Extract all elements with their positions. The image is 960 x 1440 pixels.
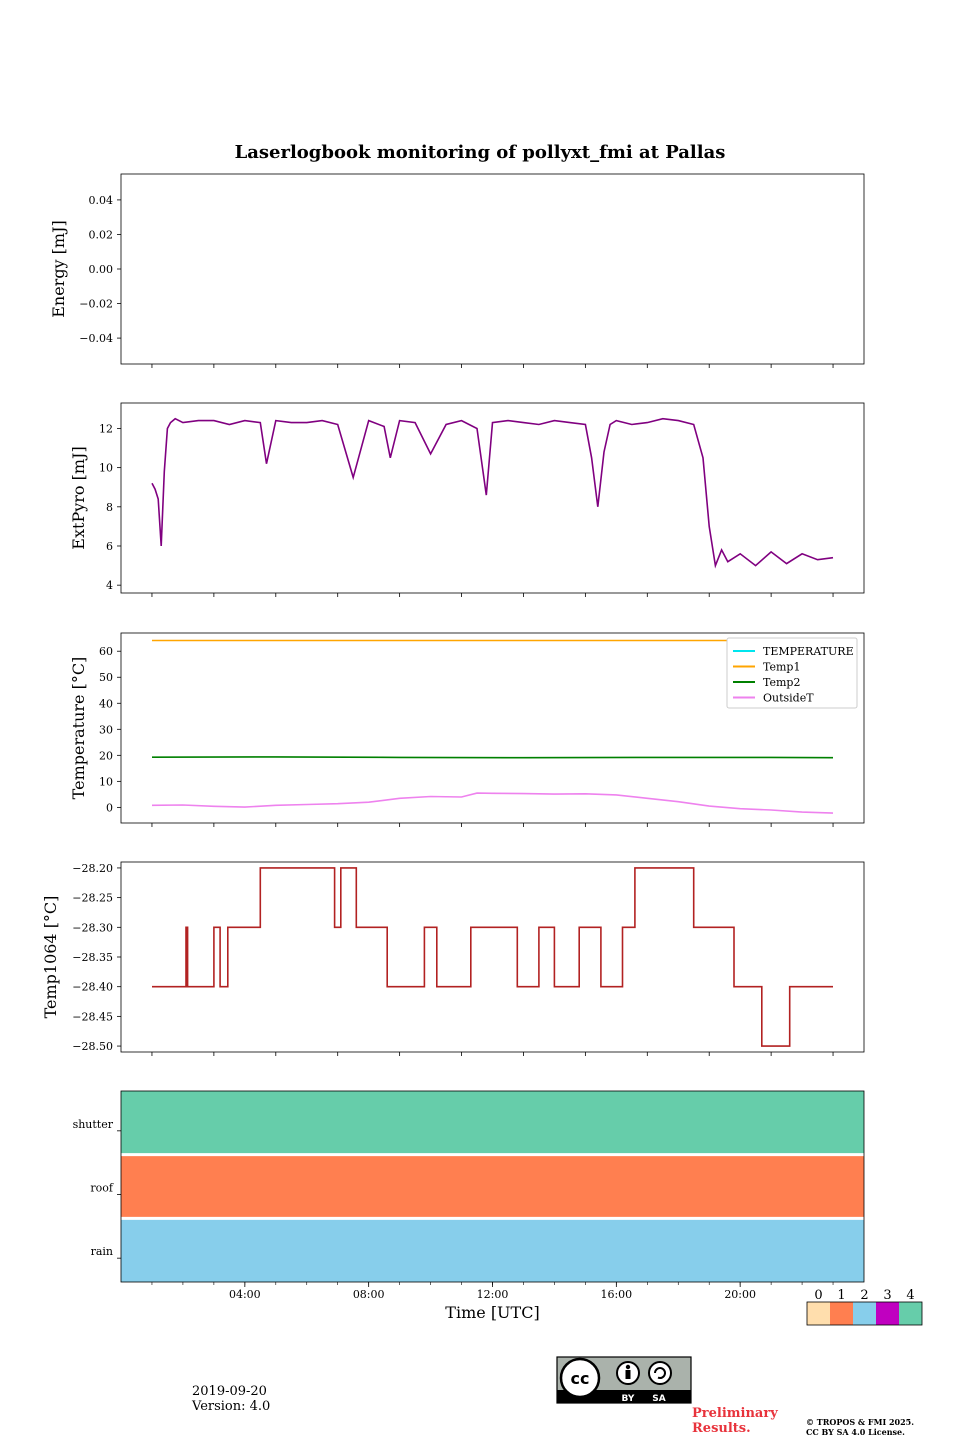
status-band-shutter bbox=[121, 1091, 864, 1155]
colorbar-cell-0 bbox=[807, 1302, 830, 1325]
date-version-block: 2019-09-20 Version: 4.0 bbox=[192, 1384, 270, 1414]
colorbar-tick-label: 4 bbox=[906, 1288, 914, 1303]
series-extpyro bbox=[151, 417, 834, 569]
status-label-roof: roof bbox=[90, 1182, 114, 1195]
legend-box bbox=[726, 637, 858, 709]
colorbar-cell-3 bbox=[876, 1302, 899, 1325]
panel-3: 0 10 20 30 40 50 60 Temperature [°C] TEMPERATURE… bbox=[69, 632, 865, 827]
preliminary-line-2: Results. bbox=[692, 1421, 751, 1436]
panel-1: −0.04 −0.02 0.00 0.02 0.04 Energy [mJ] bbox=[49, 173, 865, 368]
legend-label: TEMPERATURE bbox=[763, 645, 854, 658]
ytick-label: −28.35 bbox=[72, 951, 113, 964]
cc-by-sa-icon: cc BY SA bbox=[556, 1356, 692, 1404]
figure-title: Laserlogbook monitoring of pollyxt_fmi a… bbox=[235, 142, 726, 163]
preliminary-results-note: Preliminary Results. bbox=[692, 1406, 778, 1436]
status-band-roof bbox=[121, 1154, 864, 1219]
cc-circle-icon bbox=[559, 1357, 601, 1399]
ytick-label: 20 bbox=[99, 749, 113, 762]
legend-label: OutsideT bbox=[763, 692, 814, 705]
ytick-label: −28.45 bbox=[72, 1010, 113, 1023]
ytick-label: 12 bbox=[99, 422, 113, 435]
ytick-label: 0 bbox=[106, 801, 113, 814]
by-person-body bbox=[625, 1370, 631, 1379]
series-temp2 bbox=[151, 756, 834, 759]
date-label: 2019-09-20 bbox=[192, 1384, 267, 1399]
sa-arrow-icon bbox=[648, 1361, 672, 1385]
legend-label: Temp2 bbox=[763, 676, 800, 689]
ytick-label: 40 bbox=[99, 697, 113, 710]
ytick-label: 50 bbox=[99, 671, 113, 684]
copyright-line-1: © TROPOS & FMI 2025. bbox=[806, 1417, 915, 1427]
panel-1-frame bbox=[120, 173, 865, 365]
colorbar-tick-label: 2 bbox=[860, 1288, 868, 1303]
colorbar-cell-4 bbox=[899, 1302, 922, 1325]
version-label: Version: 4.0 bbox=[192, 1399, 271, 1414]
ytick-label: 30 bbox=[99, 723, 113, 736]
legend-label: Temp1 bbox=[763, 661, 800, 674]
ytick-label: −28.40 bbox=[72, 981, 113, 994]
colorbar-tick-label: 3 bbox=[883, 1288, 891, 1303]
colorbar-frame bbox=[806, 1301, 923, 1326]
status-label-shutter: shutter bbox=[73, 1118, 114, 1131]
colorbar-cell-2 bbox=[853, 1302, 876, 1325]
xtick-label: 12:00 bbox=[477, 1288, 509, 1301]
series-outsidet bbox=[151, 792, 834, 814]
badge-by-label: BY bbox=[622, 1394, 635, 1404]
ytick-label: 6 bbox=[106, 540, 113, 553]
ytick-label: 10 bbox=[99, 775, 113, 788]
xlabel: Time [UTC] bbox=[445, 1303, 539, 1322]
colorbar-cell-1 bbox=[830, 1302, 853, 1325]
ytick-label: −28.30 bbox=[72, 921, 113, 934]
panel-2-frame bbox=[120, 402, 865, 594]
status-band-rain bbox=[121, 1218, 864, 1282]
ytick-label: 60 bbox=[99, 645, 113, 658]
ytick-label: −28.20 bbox=[72, 862, 113, 875]
ytick-label: 0.04 bbox=[89, 194, 114, 207]
ylabel: ExtPyro [mJ] bbox=[69, 446, 88, 549]
ytick-label: −0.04 bbox=[79, 332, 113, 345]
ytick-label: −28.25 bbox=[72, 892, 113, 905]
panel-5: shutter roof rain 04:00 08:00 12:00 16:00 20:00… bbox=[73, 1090, 865, 1322]
xtick-label: 08:00 bbox=[353, 1288, 385, 1301]
ytick-label: 10 bbox=[99, 462, 113, 475]
ytick-label: −0.02 bbox=[79, 298, 113, 311]
ylabel: Energy [mJ] bbox=[49, 220, 68, 318]
xtick-label: 04:00 bbox=[229, 1288, 261, 1301]
xtick-label: 16:00 bbox=[600, 1288, 632, 1301]
colorbar-tick-label: 1 bbox=[837, 1288, 845, 1303]
status-label-rain: rain bbox=[91, 1245, 113, 1258]
cc-letters: cc bbox=[571, 1369, 590, 1388]
ytick-label: 0.00 bbox=[89, 263, 114, 276]
preliminary-line-1: Preliminary bbox=[692, 1406, 778, 1421]
panel-2: 4 6 8 10 12 ExtPyro [mJ] bbox=[69, 402, 865, 597]
sa-arrow-path bbox=[654, 1367, 666, 1380]
copyright-line-2: CC BY SA 4.0 License. bbox=[806, 1427, 905, 1437]
by-person-head bbox=[625, 1364, 631, 1370]
copyright-note: © TROPOS & FMI 2025. CC BY SA 4.0 Licens… bbox=[806, 1417, 914, 1437]
colorbar-tick-label: 0 bbox=[814, 1288, 822, 1303]
series-temp1064 bbox=[152, 867, 833, 1047]
ytick-label: 0.02 bbox=[89, 228, 114, 241]
ytick-label: 8 bbox=[106, 501, 113, 514]
xtick-label: 20:00 bbox=[724, 1288, 756, 1301]
ylabel: Temp1064 [°C] bbox=[41, 896, 60, 1019]
badge-sa-label: SA bbox=[652, 1394, 665, 1404]
ytick-label: 4 bbox=[106, 579, 113, 592]
panel-4-frame bbox=[120, 861, 865, 1053]
panel-4: −28.50 −28.45 −28.40 −28.35 −28.30 −28.25 −28.… bbox=[41, 861, 865, 1056]
ylabel: Temperature [°C] bbox=[69, 657, 88, 800]
ytick-label: −28.50 bbox=[72, 1040, 113, 1053]
